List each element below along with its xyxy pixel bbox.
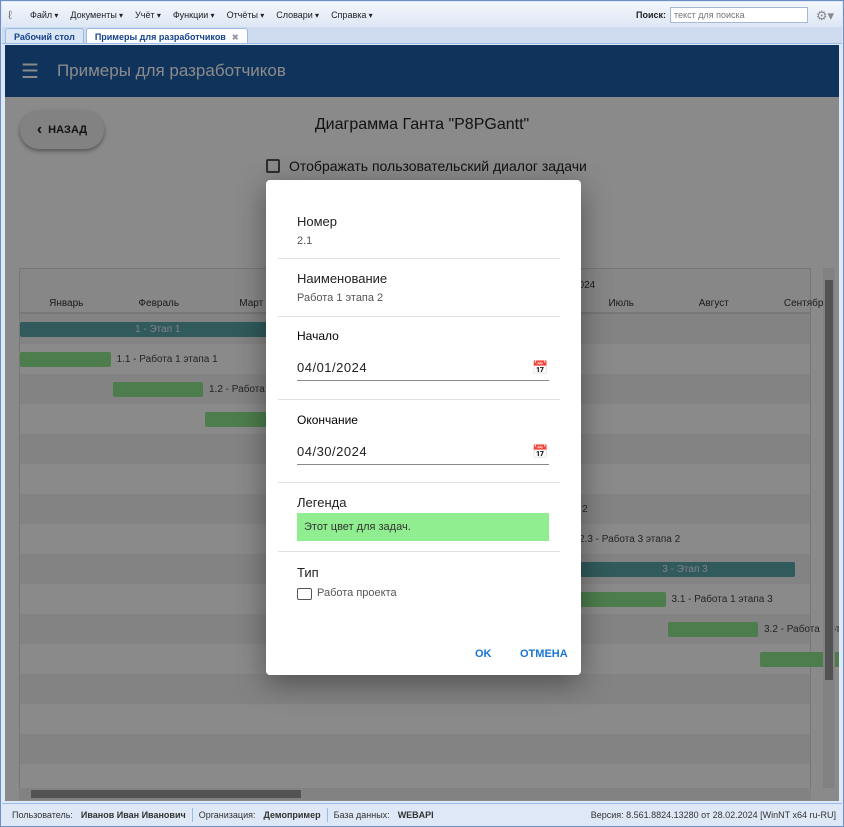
start-date-value: 04/01/2024: [297, 360, 368, 375]
gantt-row: [20, 674, 810, 704]
scroll-thumb[interactable]: [31, 790, 301, 798]
name-field: Наименование Работа 1 этапа 2: [297, 271, 561, 304]
menu-accounting[interactable]: Учёт: [135, 10, 161, 20]
checkbox-label: Отображать пользовательский диалог задач…: [289, 158, 587, 174]
menu-help[interactable]: Справка: [331, 10, 373, 20]
month-label: Март: [239, 298, 264, 309]
gantt-row: [20, 704, 810, 734]
vertical-scrollbar[interactable]: [823, 268, 835, 788]
type-label: Тип: [297, 565, 319, 580]
close-icon[interactable]: ✖: [231, 33, 239, 42]
month-label: Август: [698, 298, 729, 309]
back-button[interactable]: ‹ НАЗАД: [20, 111, 104, 149]
name-label: Наименование: [297, 271, 388, 286]
tab-dev-examples[interactable]: Примеры для разработчиков ✖: [85, 28, 248, 43]
briefcase-icon: [297, 588, 312, 600]
menu-documents[interactable]: Документы: [70, 10, 123, 20]
tab-bar: Рабочий стол Примеры для разработчиков ✖: [2, 27, 842, 44]
org-label: Организация:: [198, 809, 256, 820]
search-box: Поиск:: [636, 7, 808, 23]
gear-icon[interactable]: ⚙▾: [815, 8, 834, 23]
gantt-year: 2024: [573, 280, 596, 291]
divider: [278, 399, 560, 400]
task-label: 3.2 - Работа 2 этапа 3: [764, 624, 839, 635]
divider: [278, 316, 560, 317]
number-field: Номер 2.1: [297, 214, 561, 247]
number-label: Номер: [297, 214, 338, 229]
divider: [278, 551, 560, 552]
menu-icon[interactable]: ☰: [21, 60, 39, 83]
end-date-input[interactable]: 04/30/2024 📅: [297, 439, 549, 465]
start-date-input[interactable]: 04/01/2024 📅: [297, 355, 549, 381]
menu-functions[interactable]: Функции: [173, 10, 215, 20]
stage-bar[interactable]: 1 - Этап 1: [20, 322, 296, 337]
scroll-thumb[interactable]: [825, 280, 833, 680]
custom-dialog-checkbox[interactable]: Отображать пользовательский диалог задач…: [266, 158, 587, 174]
task-bar[interactable]: [112, 382, 203, 397]
tab-label: Рабочий стол: [14, 32, 75, 42]
divider: [278, 258, 560, 259]
type-field: Тип Работа проекта: [297, 565, 561, 600]
task-label: 1.2 - Работа 2 этапа 1: [209, 384, 311, 395]
cancel-button[interactable]: ОТМЕНА: [520, 648, 568, 660]
app-logo-icon: ℓ: [8, 7, 12, 22]
name-value: Работа 1 этапа 2: [297, 292, 384, 304]
task-dialog: Номер 2.1 Наименование Работа 1 этапа 2 …: [266, 180, 581, 675]
chevron-left-icon: ‹: [36, 121, 43, 138]
user-label: Пользователь:: [12, 809, 73, 820]
menu-dictionaries[interactable]: Словари: [276, 10, 319, 20]
back-label: НАЗАД: [48, 124, 88, 136]
status-bar: Пользователь: Иванов Иван Иванович Органи…: [2, 803, 842, 825]
calendar-icon[interactable]: 📅: [532, 359, 549, 375]
tab-desktop[interactable]: Рабочий стол: [5, 28, 84, 43]
task-label: 2.3 - Работа 3 этапа 2: [579, 534, 681, 545]
month-label: Февраль: [138, 298, 180, 309]
page-title: Диаграмма Ганта "P8PGantt": [314, 116, 530, 133]
number-value: 2.1: [297, 235, 313, 247]
task-bar[interactable]: [667, 622, 758, 637]
legend-swatch: Этот цвет для задач.: [297, 513, 549, 541]
db-value: WEBAPI: [397, 809, 434, 820]
month-label: Сентябрь: [783, 298, 829, 309]
start-label: Начало: [297, 329, 339, 343]
checkbox-icon[interactable]: [266, 159, 280, 173]
month-label: Июль: [608, 298, 635, 309]
gantt-row: [20, 734, 810, 764]
type-value: Работа проекта: [317, 586, 397, 599]
task-bar[interactable]: [20, 352, 111, 367]
tab-label: Примеры для разработчиков: [94, 32, 226, 42]
menu-file[interactable]: Файл: [30, 10, 58, 20]
divider: [278, 482, 560, 483]
version-info: Версия: 8.561.8824.13280 от 28.02.2024 […: [590, 809, 836, 820]
stage-bar[interactable]: 3 - Этап 3: [575, 562, 795, 577]
end-date-value: 04/30/2024: [297, 444, 368, 459]
task-label: 1.1 - Работа 1 этапа 1: [116, 354, 218, 365]
app-bar: ☰ Примеры для разработчиков: [5, 45, 839, 97]
month-label: Январь: [49, 298, 84, 309]
search-input[interactable]: [670, 7, 808, 23]
menubar: ℓ Файл Документы Учёт Функции Отчёты Сло…: [2, 2, 842, 27]
search-label: Поиск:: [635, 10, 666, 20]
db-label: База данных:: [333, 809, 390, 820]
end-label: Окончание: [297, 413, 358, 427]
org-value: Демопример: [263, 809, 321, 820]
legend-label: Легенда: [297, 495, 347, 510]
task-label: 3.1 - Работа 1 этапа 3: [671, 594, 773, 605]
ok-button[interactable]: OK: [475, 648, 492, 660]
horizontal-scrollbar[interactable]: [19, 788, 811, 800]
task-bar[interactable]: [760, 652, 839, 667]
app-bar-title: Примеры для разработчиков: [56, 61, 286, 80]
user-value: Иванов Иван Иванович: [80, 809, 186, 820]
task-bar[interactable]: [575, 592, 666, 607]
calendar-icon[interactable]: 📅: [532, 443, 549, 459]
menu-reports[interactable]: Отчёты: [227, 10, 265, 20]
